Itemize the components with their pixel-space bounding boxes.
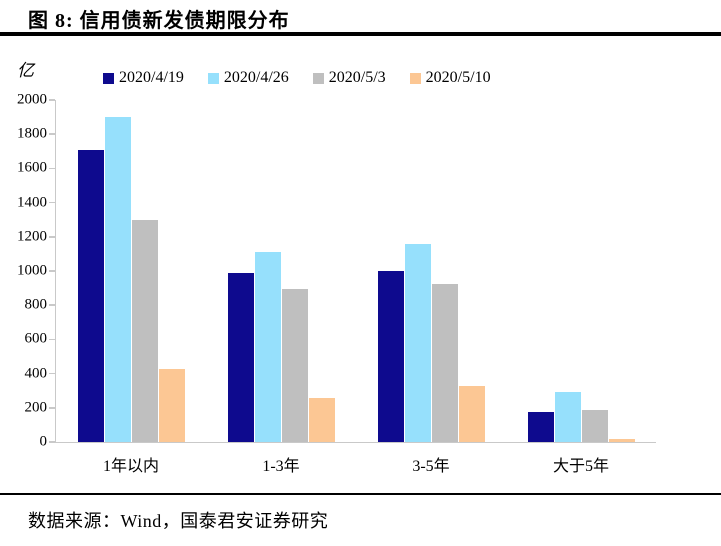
y-axis-tick	[48, 372, 55, 375]
x-axis-label-1年以内: 1年以内	[102, 458, 159, 475]
legend-label: 2020/5/3	[328, 69, 386, 86]
footer-divider-rule	[0, 493, 721, 495]
legend-item-3: 2020/5/3	[312, 69, 386, 86]
y-axis-tick-label: 1000	[17, 262, 47, 279]
y-axis-tick-label: 0	[39, 433, 48, 450]
bar-2020/4/19-1年以内	[77, 149, 104, 442]
legend-swatch-icon	[103, 72, 114, 84]
figure-title: 图 8: 信用债新发债期限分布	[28, 10, 290, 32]
bar-group-3-5年	[356, 100, 506, 442]
title-divider-rule	[0, 32, 721, 36]
legend-label: 2020/4/19	[119, 69, 184, 86]
bar-2020/4/26-3-5年	[404, 243, 431, 442]
bar-2020/4/26-大于5年	[554, 392, 581, 442]
y-axis-tick-label: 2000	[17, 91, 47, 108]
plot-area: 0 200 400 600 800 1000 1200 1400 1600 1800 2000 1年…	[17, 92, 656, 475]
y-axis-tick-label: 1200	[17, 228, 47, 245]
y-axis-tick-label: 1400	[17, 194, 47, 211]
x-axis-labels: 1年以内 1-3年 3-5年 大于5年	[56, 452, 656, 476]
y-axis-unit-label: 亿	[17, 61, 34, 80]
bar-2020/4/19-大于5年	[527, 412, 554, 442]
bar-2020/5/3-1年以内	[131, 219, 158, 442]
bar-2020/4/19-1-3年	[227, 272, 254, 442]
bar-2020/5/3-1-3年	[281, 288, 308, 442]
bar-group-1年以内	[56, 100, 206, 442]
y-axis-tick	[48, 167, 55, 170]
bar-2020/5/3-大于5年	[581, 409, 608, 442]
legend-label: 2020/4/26	[223, 69, 289, 86]
bar-2020/5/10-1-3年	[308, 397, 335, 442]
x-axis-label-大于5年: 大于5年	[552, 458, 609, 475]
bar-group-1-3年	[206, 100, 356, 442]
x-axis-label-1-3年: 1-3年	[262, 458, 300, 475]
source-note: 数据来源：Wind，国泰君安证券研究	[28, 511, 329, 531]
y-axis-tick	[48, 407, 55, 409]
chart-legend: 2020/4/19 2020/4/26 2020/5/3 2020/5/10	[103, 70, 491, 86]
y-axis-tick-label: 600	[24, 330, 48, 347]
y-axis-tick-label: 200	[24, 399, 48, 416]
y-axis-tick	[48, 270, 55, 272]
legend-item-2: 2020/4/26	[207, 69, 289, 86]
y-axis-tick-label: 400	[24, 365, 48, 382]
bar-2020/5/10-大于5年	[608, 438, 635, 442]
legend-swatch-icon	[207, 72, 219, 84]
bar-2020/4/26-1年以内	[104, 117, 131, 442]
legend-swatch-icon	[312, 72, 324, 84]
y-axis-tick	[48, 338, 55, 341]
y-axis-tick	[48, 441, 55, 443]
y-axis-tick	[48, 304, 55, 306]
bar-2020/4/26-1-3年	[254, 252, 281, 442]
legend-item-1: 2020/4/19	[103, 70, 184, 86]
legend-item-4: 2020/5/10	[409, 69, 491, 86]
x-axis-label-3-5年: 3-5年	[412, 458, 450, 475]
bar-2020/4/19-3-5年	[377, 271, 404, 442]
y-axis-tick	[48, 99, 55, 101]
bar-groups	[56, 100, 656, 442]
legend-swatch-icon	[409, 72, 421, 84]
y-axis-tick-label: 800	[24, 296, 48, 313]
legend-label: 2020/5/10	[425, 69, 491, 86]
bar-2020/5/10-3-5年	[458, 385, 485, 442]
y-axis-tick	[48, 133, 55, 135]
bar-2020/5/10-1年以内	[158, 369, 185, 442]
y-axis-tick-label: 1800	[17, 125, 47, 142]
bar-group-大于5年	[506, 100, 656, 442]
bar-2020/5/3-3-5年	[431, 283, 458, 442]
y-axis-tick	[48, 236, 55, 238]
y-axis-tick-label: 1600	[17, 159, 47, 176]
y-axis-tick	[48, 201, 55, 204]
